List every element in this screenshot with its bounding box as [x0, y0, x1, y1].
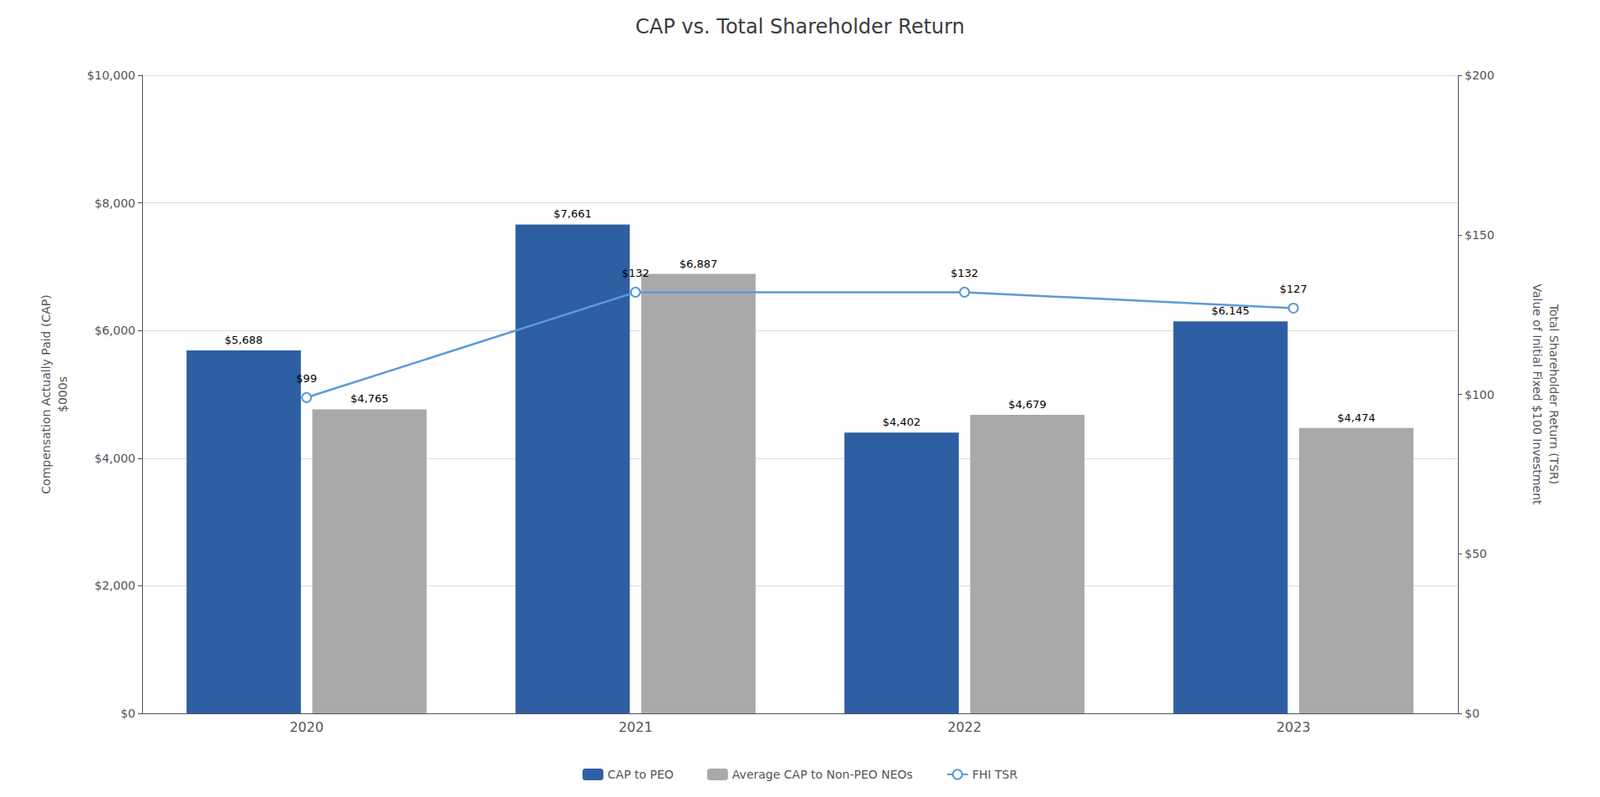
svg-text:$0: $0 [1464, 706, 1480, 720]
svg-text:$4,474: $4,474 [1337, 411, 1376, 424]
svg-text:$4,402: $4,402 [882, 415, 922, 429]
svg-text:2023: 2023 [1276, 718, 1311, 735]
svg-text:$6,887: $6,887 [679, 257, 719, 271]
svg-text:$5,688: $5,688 [224, 333, 264, 347]
svg-text:$10,000: $10,000 [86, 68, 136, 82]
svg-text:2020: 2020 [289, 718, 324, 735]
svg-text:$200: $200 [1464, 68, 1495, 82]
svg-text:$2,000: $2,000 [94, 578, 136, 592]
svg-text:$50: $50 [1464, 546, 1488, 561]
svg-text:$132: $132 [621, 266, 650, 280]
svg-text:2022: 2022 [947, 718, 982, 735]
svg-text:Total Shareholder Return (TSR): Total Shareholder Return (TSR) [1547, 303, 1561, 485]
svg-text:$4,765: $4,765 [350, 392, 389, 405]
svg-text:$8,000: $8,000 [94, 196, 136, 210]
svg-text:$4,679: $4,679 [1008, 397, 1047, 411]
svg-text:Compensation Actually Paid (CA: Compensation Actually Paid (CAP) [39, 294, 53, 494]
svg-text:$6,000: $6,000 [94, 323, 136, 337]
svg-text:$150: $150 [1464, 228, 1495, 242]
svg-text:2021: 2021 [618, 718, 653, 735]
svg-text:$6,145: $6,145 [1211, 304, 1250, 317]
svg-text:Value of Initial Fixed $100 In: Value of Initial Fixed $100 Investment [1530, 283, 1544, 505]
svg-text:Average CAP to Non-PEO NEOs: Average CAP to Non-PEO NEOs [732, 767, 913, 781]
svg-text:FHI TSR: FHI TSR [972, 767, 1019, 781]
svg-text:CAP vs. Total Shareholder Retu: CAP vs. Total Shareholder Return [635, 15, 965, 39]
svg-text:$99: $99 [295, 371, 317, 385]
svg-text:$0: $0 [120, 706, 136, 720]
svg-text:$132: $132 [950, 266, 979, 280]
svg-text:$127: $127 [1279, 282, 1308, 296]
svg-text:CAP to PEO: CAP to PEO [607, 767, 674, 781]
svg-text:$4,000: $4,000 [94, 451, 136, 465]
svg-text:$000s: $000s [56, 376, 70, 413]
svg-text:$7,661: $7,661 [553, 207, 592, 220]
svg-text:$100: $100 [1464, 387, 1495, 402]
